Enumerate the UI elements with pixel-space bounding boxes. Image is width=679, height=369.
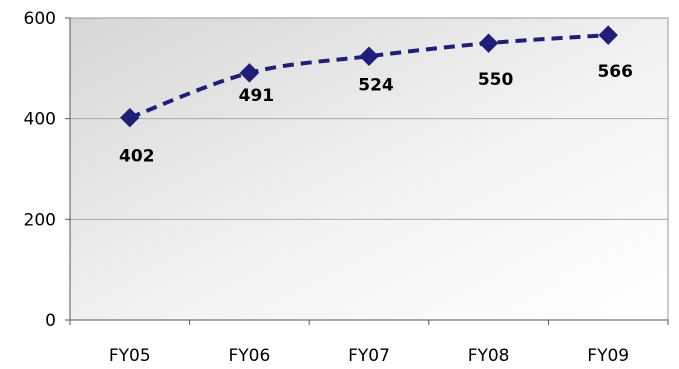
x-tick-labels: FY05 FY06 FY07 FY08 FY09 (109, 346, 629, 366)
x-tick-label: FY09 (587, 346, 629, 366)
y-tick-label: 200 (24, 210, 56, 230)
plot-area (69, 17, 669, 321)
data-label: 566 (597, 62, 633, 82)
x-tick-label: FY06 (229, 346, 271, 366)
gridlines (65, 17, 668, 321)
y-tick-label: 600 (24, 9, 56, 29)
series-line (129, 33, 609, 120)
data-label: 491 (239, 86, 275, 106)
data-point-marker (478, 33, 499, 53)
x-axis (69, 319, 669, 325)
data-point-marker (239, 63, 260, 83)
y-tick-label: 400 (24, 110, 56, 130)
data-label: 550 (478, 70, 514, 90)
x-tick-label: FY07 (348, 346, 390, 366)
y-tick-label: 0 (45, 311, 56, 331)
data-label: 524 (358, 75, 394, 95)
data-point-marker (359, 46, 379, 66)
y-tick-labels: 0 200 400 600 (24, 9, 56, 331)
data-point-marker (120, 107, 140, 128)
data-point-marker (598, 25, 618, 45)
x-tick-label: FY08 (468, 346, 510, 366)
data-label: 402 (119, 147, 155, 167)
series-layer (120, 25, 618, 128)
data-labels: 402 491 524 550 566 (119, 62, 633, 167)
x-tick-label: FY05 (109, 346, 151, 366)
